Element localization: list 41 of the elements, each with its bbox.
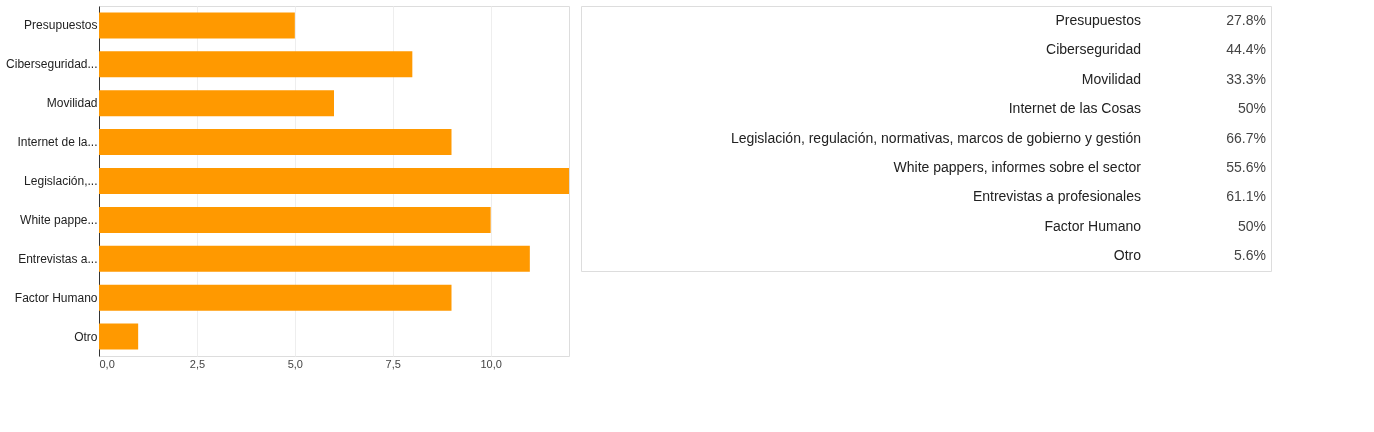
text: 66.7%	[1226, 129, 1266, 146]
y-tick-label: Internet de la...	[17, 135, 98, 150]
bar	[99, 129, 452, 156]
text: 61.1%	[1226, 188, 1266, 205]
bar	[99, 90, 334, 117]
bar	[99, 323, 139, 350]
text: 5.6%	[1234, 247, 1266, 264]
category-label: Ciberseguridad	[1046, 41, 1141, 58]
bar	[99, 284, 452, 311]
category-label: Internet de las Cosas	[1008, 100, 1141, 117]
text: 27.8%	[1226, 11, 1266, 28]
y-tick-label: Factor Humano	[14, 290, 98, 305]
text: 50%	[1237, 217, 1266, 234]
bar	[99, 168, 569, 194]
category-label: Entrevistas a profesionales	[972, 188, 1141, 205]
bar	[99, 245, 530, 272]
y-tick-label: Movilidad	[46, 96, 98, 111]
category-label: Presupuestos	[1055, 11, 1141, 28]
x-tick-label: 0,0	[99, 357, 115, 370]
bar	[99, 206, 491, 233]
y-tick-label: Otro	[74, 329, 98, 344]
category-label: Legislación, regulación, normativas, marcos de gobierno y gestión	[730, 129, 1141, 146]
y-tick-label: Legislación,...	[24, 174, 98, 188]
category-label: Movilidad	[1081, 70, 1141, 87]
bar	[99, 51, 413, 78]
y-tick-label: White pappe...	[20, 212, 98, 227]
text: 44.4%	[1226, 41, 1266, 58]
category-label: White pappers, informes sobre el sector	[893, 158, 1142, 175]
x-tick-label: 2,5	[189, 357, 206, 370]
y-tick-label: Entrevistas a...	[18, 251, 98, 266]
text: 55.6%	[1226, 158, 1266, 175]
category-label: Otro	[1113, 247, 1142, 264]
x-tick-label: 7,5	[385, 357, 401, 370]
x-tick-label: 5,0	[287, 357, 303, 370]
y-tick-label: Ciberseguridad...	[6, 57, 98, 72]
x-tick-label: 10,0	[480, 357, 502, 370]
bar	[99, 12, 295, 39]
y-tick-label: Presupuestos	[24, 18, 98, 33]
category-label: Factor Humano	[1044, 217, 1142, 234]
text: 50%	[1237, 100, 1266, 117]
text: 33.3%	[1226, 70, 1266, 87]
